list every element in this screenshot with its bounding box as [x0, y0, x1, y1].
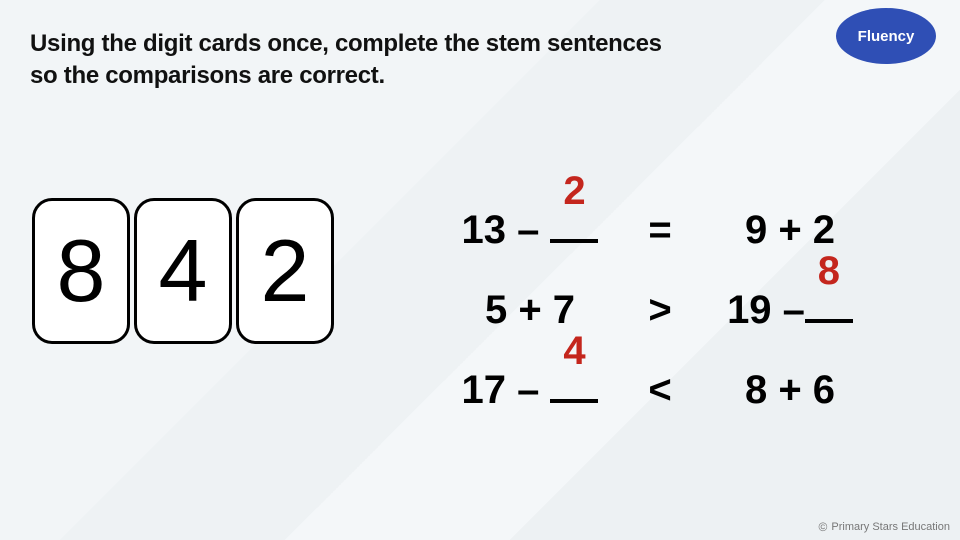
blank: 8	[805, 287, 853, 323]
fluency-badge-label: Fluency	[858, 28, 915, 45]
equation-lhs: 17 – 4	[430, 367, 630, 413]
equation-lhs: 13 – 2	[430, 207, 630, 253]
equation-row: 5 + 7 > 19 –8	[430, 270, 930, 350]
rhs-text: 19 –	[727, 288, 805, 332]
footer-copyright: © Primary Stars Education	[819, 520, 950, 534]
equation-rhs: 19 –8	[690, 287, 890, 333]
blank: 4	[550, 367, 598, 403]
digit-card: 4	[134, 198, 232, 344]
equation-lhs: 5 + 7	[430, 288, 630, 333]
comparison-operator: >	[630, 288, 690, 333]
blank: 2	[550, 207, 598, 243]
copyright-icon: ©	[819, 520, 828, 534]
equation-rhs: 8 + 6	[690, 368, 890, 413]
equations: 13 – 2 = 9 + 2 5 + 7 > 19 –8 17 – 4 < 8 …	[430, 190, 930, 430]
digit-card: 2	[236, 198, 334, 344]
equation-row: 13 – 2 = 9 + 2	[430, 190, 930, 270]
digit-cards: 8 4 2	[32, 198, 334, 344]
comparison-operator: =	[630, 208, 690, 253]
answer-fill: 2	[550, 169, 598, 214]
instruction-text: Using the digit cards once, complete the…	[30, 28, 670, 93]
answer-fill: 4	[550, 329, 598, 374]
fluency-badge: Fluency	[836, 8, 936, 64]
rhs-text: 9 + 2	[745, 208, 835, 252]
lhs-text: 17 –	[462, 368, 551, 412]
rhs-text: 8 + 6	[745, 368, 835, 412]
digit-card: 8	[32, 198, 130, 344]
equation-rhs: 9 + 2	[690, 208, 890, 253]
answer-fill: 8	[805, 249, 853, 294]
lhs-text: 13 –	[462, 208, 551, 252]
comparison-operator: <	[630, 368, 690, 413]
lhs-text: 5 + 7	[485, 288, 575, 332]
equation-row: 17 – 4 < 8 + 6	[430, 350, 930, 430]
footer-text: Primary Stars Education	[831, 521, 950, 533]
